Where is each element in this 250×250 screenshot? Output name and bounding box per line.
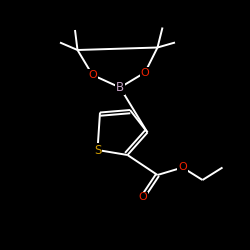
Text: O: O bbox=[88, 70, 97, 80]
Text: O: O bbox=[178, 162, 187, 172]
Text: S: S bbox=[94, 144, 101, 156]
Text: B: B bbox=[116, 81, 124, 94]
Text: O: O bbox=[138, 192, 147, 202]
Text: O: O bbox=[140, 68, 149, 78]
